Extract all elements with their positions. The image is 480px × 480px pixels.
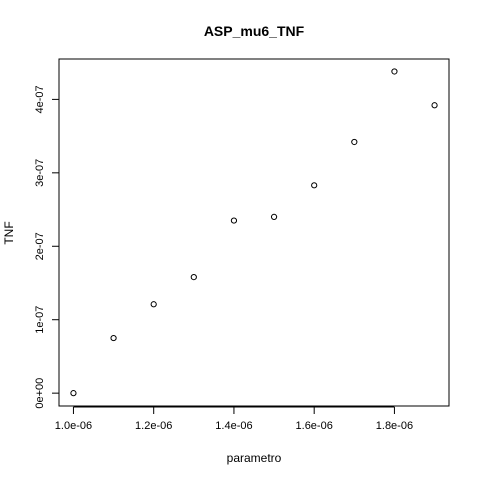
chart-title: ASP_mu6_TNF [204,23,305,39]
x-axis-label: parametro [227,451,282,465]
data-point [70,390,77,397]
y-tick-label: 1e-07 [34,306,46,334]
x-tick-label: 1.4e-06 [215,420,252,432]
y-axis: 0e+00 1e-07 2e-07 3e-07 4e-07 [34,85,60,409]
data-point [391,68,398,75]
y-tick-label: 4e-07 [34,85,46,113]
y-axis-label: TNF [2,221,16,244]
x-axis: 1.0e-06 1.2e-06 1.4e-06 1.6e-06 1.8e-06 [55,406,413,432]
data-point [431,102,438,109]
data-point [230,217,238,224]
y-tick-label: 0e+00 [34,378,46,409]
x-tick-label: 1.6e-06 [296,420,333,432]
x-tick-label: 1.8e-06 [376,420,413,432]
x-tick-label: 1.0e-06 [55,420,92,432]
data-point [270,213,278,220]
x-tick-label: 1.2e-06 [135,420,172,432]
data-point [311,182,318,189]
y-tick-label: 3e-07 [34,159,46,187]
data-point [150,301,157,308]
data-points [70,68,438,397]
data-point [110,334,117,342]
data-point [190,274,197,281]
y-tick-label: 2e-07 [34,232,46,260]
data-point [351,138,358,146]
